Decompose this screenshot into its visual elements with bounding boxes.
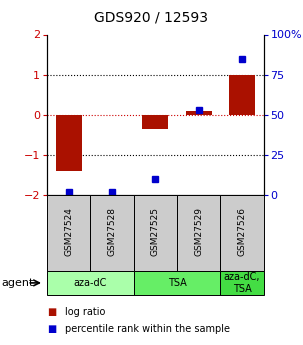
Text: TSA: TSA bbox=[168, 278, 186, 288]
FancyBboxPatch shape bbox=[47, 195, 90, 271]
Text: ■: ■ bbox=[47, 307, 56, 317]
Text: log ratio: log ratio bbox=[65, 307, 105, 317]
FancyBboxPatch shape bbox=[177, 195, 220, 271]
Bar bbox=[229, 75, 255, 115]
Bar bbox=[134, 271, 220, 295]
Text: GSM27525: GSM27525 bbox=[151, 207, 160, 256]
Bar bbox=[47, 271, 134, 295]
Text: aza-dC: aza-dC bbox=[74, 278, 107, 288]
Text: GDS920 / 12593: GDS920 / 12593 bbox=[95, 10, 208, 24]
Text: ■: ■ bbox=[47, 325, 56, 334]
Text: aza-dC,
TSA: aza-dC, TSA bbox=[224, 272, 260, 294]
Text: GSM27528: GSM27528 bbox=[108, 207, 116, 256]
Bar bbox=[186, 111, 211, 115]
FancyBboxPatch shape bbox=[134, 195, 177, 271]
Bar bbox=[56, 115, 82, 171]
Bar bbox=[220, 271, 264, 295]
FancyBboxPatch shape bbox=[220, 195, 264, 271]
Text: GSM27526: GSM27526 bbox=[238, 207, 246, 256]
Text: agent: agent bbox=[2, 278, 34, 288]
Text: percentile rank within the sample: percentile rank within the sample bbox=[65, 325, 230, 334]
FancyBboxPatch shape bbox=[90, 195, 134, 271]
Text: GSM27529: GSM27529 bbox=[194, 207, 203, 256]
Bar bbox=[142, 115, 168, 129]
Text: GSM27524: GSM27524 bbox=[64, 207, 73, 256]
